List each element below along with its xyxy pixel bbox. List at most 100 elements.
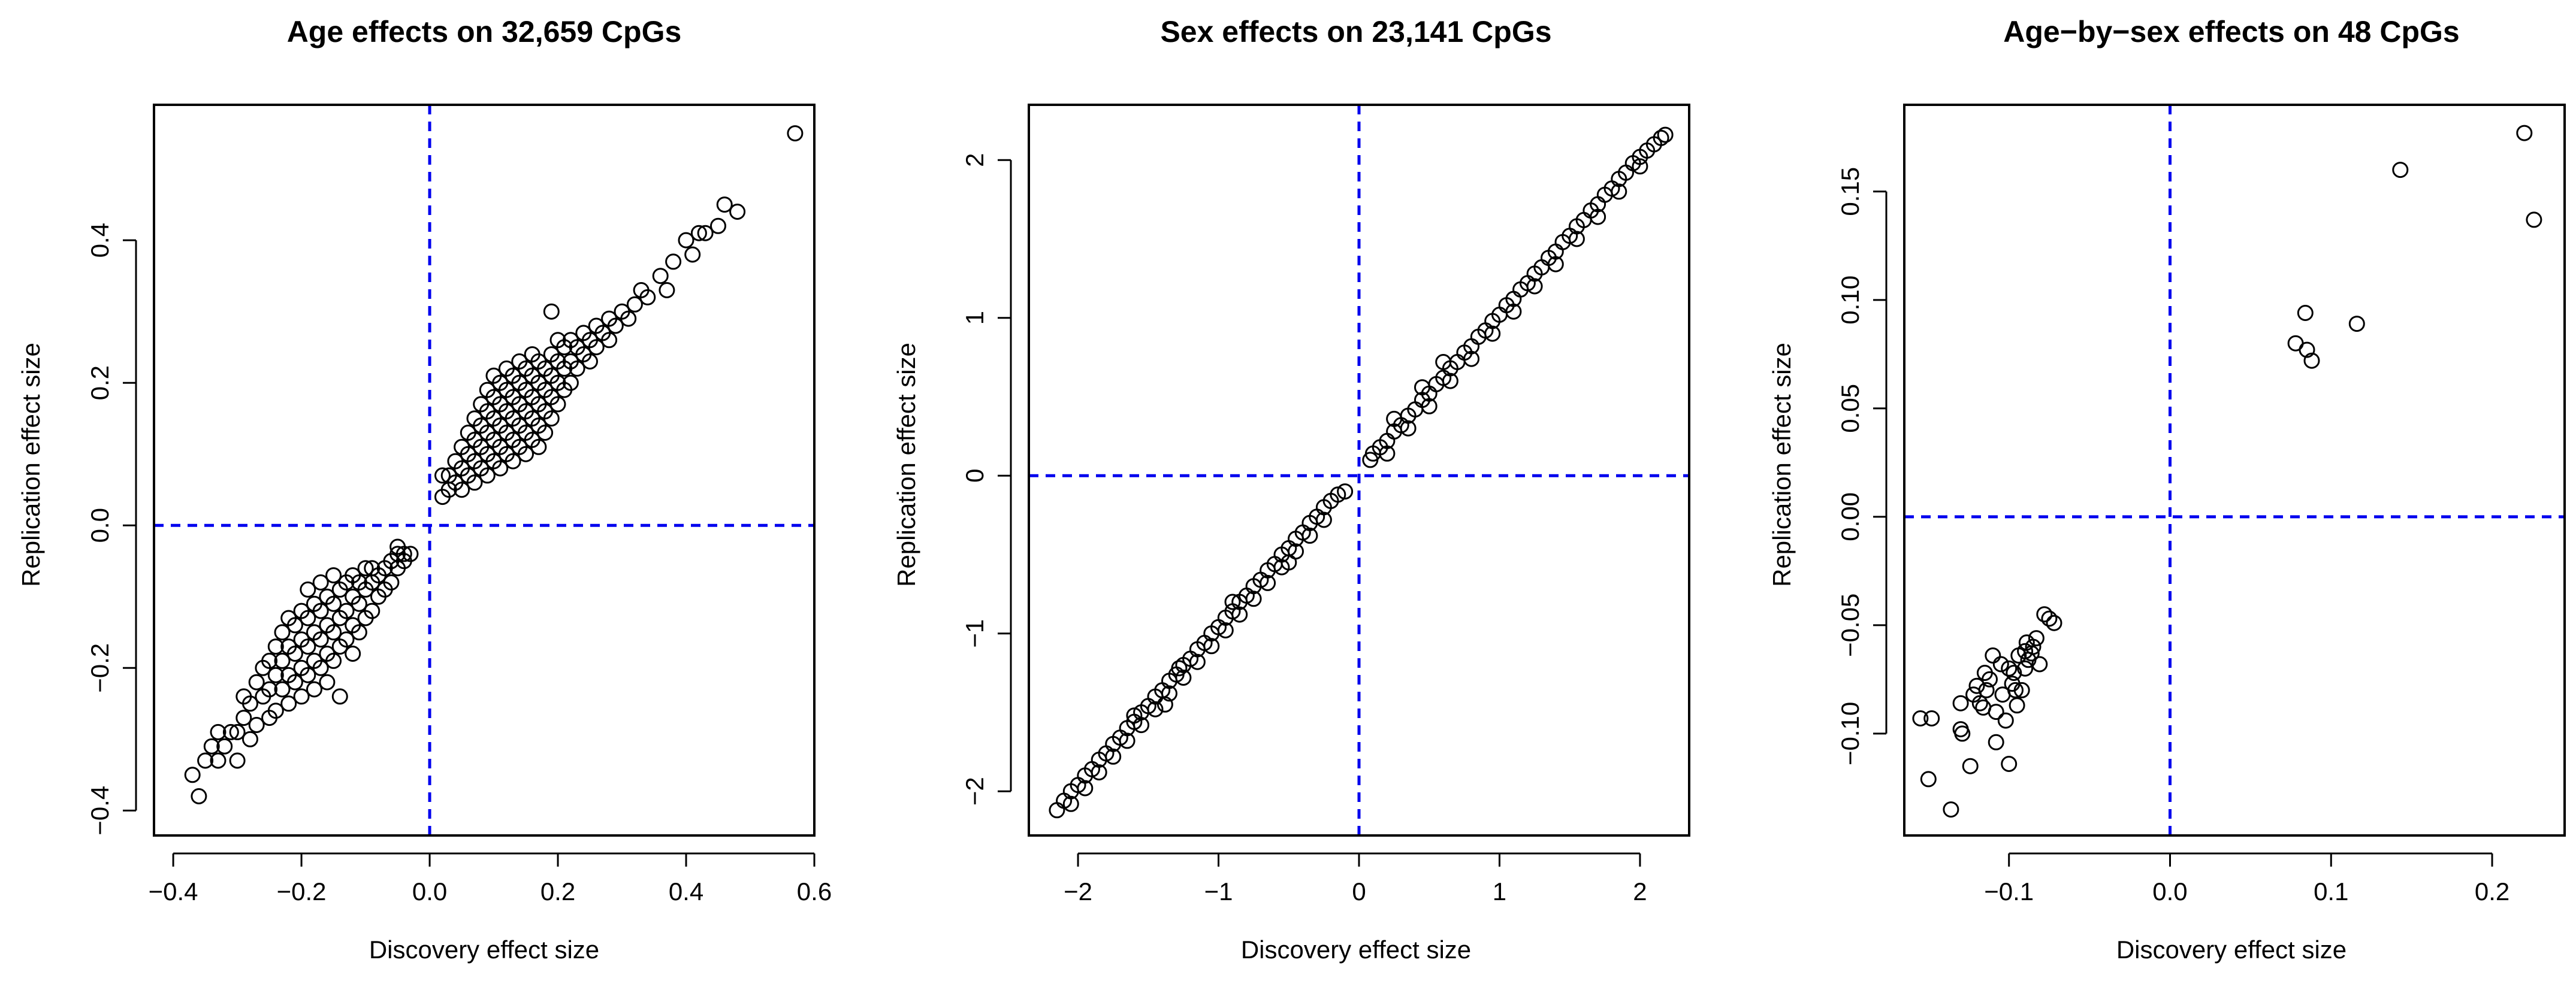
data-point (286, 646, 303, 662)
data-point (300, 667, 316, 683)
data-point (549, 396, 566, 413)
data-point (1988, 704, 2004, 720)
data-point (678, 232, 694, 249)
data-point (1224, 594, 1241, 610)
plot-frame (1028, 104, 1690, 837)
data-point (325, 624, 342, 641)
y-tick-label: 0 (961, 469, 989, 483)
y-tick-label: 0.10 (1836, 275, 1864, 325)
x-axis-label: Discovery effect size (2116, 935, 2347, 964)
x-tick-label: −0.1 (1984, 877, 2034, 906)
data-point (2299, 341, 2315, 358)
data-point (466, 474, 483, 491)
data-point (1985, 647, 2001, 664)
data-point (222, 723, 239, 740)
data-point (267, 638, 284, 655)
data-point (306, 681, 322, 698)
data-point (1105, 748, 1122, 765)
data-point (582, 353, 598, 370)
data-point (293, 688, 310, 705)
data-point (1653, 129, 1669, 146)
data-point (2001, 660, 2018, 677)
data-point (607, 317, 624, 334)
data-point (1301, 527, 1318, 544)
data-point (325, 652, 342, 669)
data-point (2526, 211, 2542, 228)
data-point (1611, 183, 1627, 200)
data-point (2001, 756, 2018, 772)
data-point (1912, 710, 1929, 726)
data-point (357, 560, 374, 577)
y-axis-label: Replication effect size (1768, 343, 1796, 587)
data-point (2006, 665, 2022, 681)
data-point (1971, 695, 1988, 712)
data-point (601, 332, 618, 349)
data-point (652, 268, 669, 284)
x-tick-label: 0.6 (797, 877, 832, 906)
data-point (1414, 379, 1430, 396)
data-point (454, 482, 470, 498)
x-tick-label: −0.2 (277, 877, 327, 906)
plot-frame (1903, 104, 2566, 837)
data-point (229, 723, 246, 740)
data-point (203, 738, 220, 755)
data-point (1337, 483, 1354, 500)
data-point (1400, 420, 1417, 437)
data-point (2303, 352, 2320, 369)
data-point (2297, 305, 2314, 321)
x-tick-label: 0.1 (2314, 877, 2348, 906)
data-point (2017, 660, 2034, 677)
data-point (787, 125, 804, 142)
data-point (364, 603, 380, 619)
data-point (389, 538, 406, 555)
data-point (543, 410, 560, 427)
data-point (2348, 316, 2365, 332)
y-tick-label: −0.05 (1836, 594, 1864, 657)
data-point (402, 546, 419, 562)
data-point (1992, 656, 2009, 673)
data-point (1547, 256, 1564, 273)
data-point (569, 360, 585, 377)
data-point (1988, 734, 2004, 750)
data-point (1463, 350, 1480, 367)
y-tick-label: 0.05 (1836, 384, 1864, 433)
data-point (197, 752, 214, 769)
data-point (312, 631, 329, 648)
x-tick-label: −0.4 (149, 877, 198, 906)
data-point (562, 374, 579, 391)
data-point (626, 296, 643, 313)
data-point (267, 667, 284, 683)
x-tick-label: 0.2 (540, 877, 575, 906)
data-point (1920, 771, 1937, 788)
plot-frame (153, 104, 816, 837)
data-point (191, 788, 207, 804)
data-point (1171, 660, 1188, 677)
x-tick-label: 0 (1352, 877, 1366, 906)
x-tick-label: −1 (1204, 877, 1233, 906)
y-tick-label: −0.10 (1836, 702, 1864, 765)
data-points (1049, 126, 1674, 819)
x-tick-label: 0.4 (669, 877, 703, 906)
data-point (338, 603, 355, 619)
data-point (710, 217, 726, 234)
data-point (1943, 801, 1959, 818)
data-point (345, 646, 361, 662)
data-point (216, 738, 233, 755)
y-tick-label: 2 (961, 153, 989, 167)
data-point (2046, 614, 2062, 631)
data-point (1442, 373, 1458, 389)
data-point (1126, 707, 1143, 724)
data-point (1161, 685, 1177, 702)
data-point (2013, 682, 2030, 698)
data-point (1281, 554, 1297, 571)
data-point (248, 674, 265, 691)
data-point (1632, 158, 1648, 175)
data-point (1505, 303, 1522, 320)
data-point (1568, 231, 1585, 247)
data-point (620, 310, 637, 327)
data-point (248, 717, 265, 733)
data-point (1175, 670, 1192, 686)
y-tick-label: 0.2 (86, 365, 114, 400)
data-point (351, 595, 367, 612)
y-tick-label: 0.00 (1836, 492, 1864, 541)
